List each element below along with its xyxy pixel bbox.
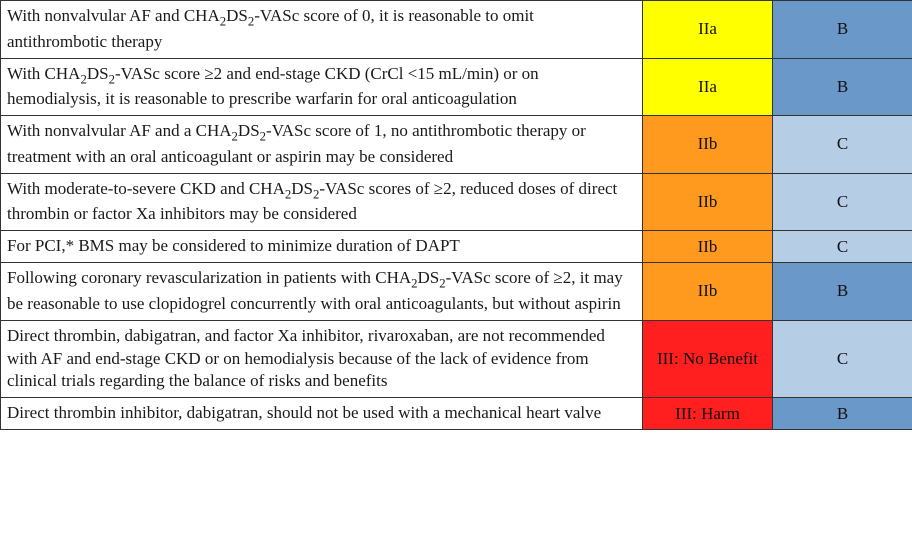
recommendation-cell: Direct thrombin inhibitor, dabigatran, s…	[1, 398, 643, 430]
loe-cell: B	[773, 58, 912, 116]
class-cell: IIb	[643, 263, 773, 321]
table-row: For PCI,* BMS may be considered to minim…	[1, 231, 912, 263]
class-cell: IIa	[643, 1, 773, 59]
recommendation-cell: With nonvalvular AF and a CHA2DS2-VASc s…	[1, 116, 643, 174]
loe-cell: B	[773, 1, 912, 59]
class-cell: IIa	[643, 58, 773, 116]
loe-cell: B	[773, 263, 912, 321]
recommendation-cell: For PCI,* BMS may be considered to minim…	[1, 231, 643, 263]
class-cell: III: Harm	[643, 398, 773, 430]
loe-cell: C	[773, 116, 912, 174]
recommendation-cell: Following coronary revascularization in …	[1, 263, 643, 321]
class-cell: IIb	[643, 116, 773, 174]
recommendation-cell: With nonvalvular AF and CHA2DS2-VASc sco…	[1, 1, 643, 59]
loe-cell: C	[773, 231, 912, 263]
recommendations-table: With nonvalvular AF and CHA2DS2-VASc sco…	[0, 0, 912, 430]
table-row: Direct thrombin inhibitor, dabigatran, s…	[1, 398, 912, 430]
table-row: With moderate-to-severe CKD and CHA2DS2-…	[1, 173, 912, 231]
loe-cell: C	[773, 173, 912, 231]
recommendation-cell: Direct thrombin, dabigatran, and factor …	[1, 320, 643, 398]
table-row: With nonvalvular AF and CHA2DS2-VASc sco…	[1, 1, 912, 59]
recommendation-cell: With CHA2DS2-VASc score ≥2 and end-stage…	[1, 58, 643, 116]
table-body: With nonvalvular AF and CHA2DS2-VASc sco…	[1, 1, 912, 430]
table-row: Following coronary revascularization in …	[1, 263, 912, 321]
table-row: Direct thrombin, dabigatran, and factor …	[1, 320, 912, 398]
recommendation-cell: With moderate-to-severe CKD and CHA2DS2-…	[1, 173, 643, 231]
class-cell: IIb	[643, 231, 773, 263]
loe-cell: B	[773, 398, 912, 430]
loe-cell: C	[773, 320, 912, 398]
table-row: With CHA2DS2-VASc score ≥2 and end-stage…	[1, 58, 912, 116]
table-row: With nonvalvular AF and a CHA2DS2-VASc s…	[1, 116, 912, 174]
class-cell: IIb	[643, 173, 773, 231]
class-cell: III: No Benefit	[643, 320, 773, 398]
